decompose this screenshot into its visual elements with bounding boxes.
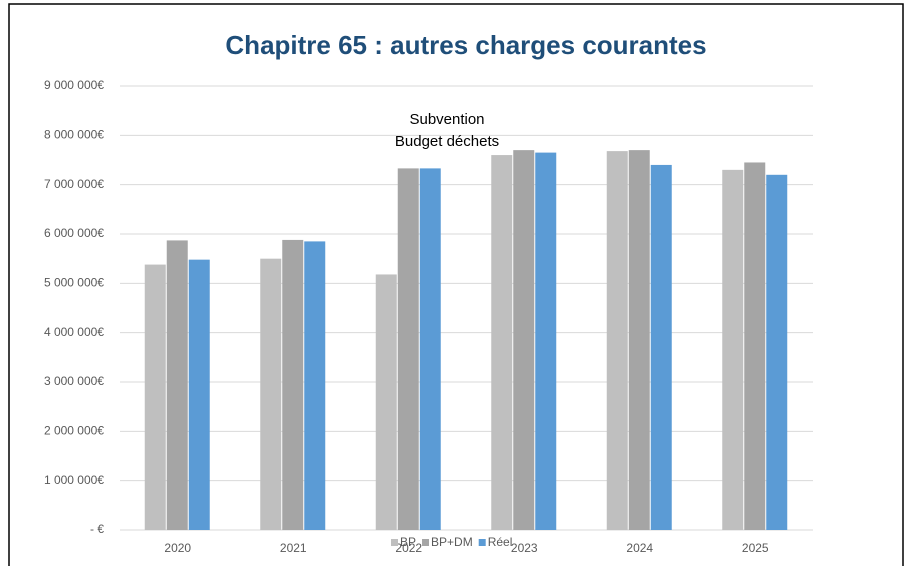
- x-tick-label: 2020: [164, 541, 191, 555]
- x-tick-label: 2023: [511, 541, 538, 555]
- legend-swatch: [478, 539, 486, 546]
- bar: [260, 258, 282, 530]
- x-tick-label: 2022: [395, 541, 422, 555]
- y-tick-label: 3 000 000€: [44, 374, 104, 388]
- legend-swatch: [422, 539, 430, 546]
- bar: [419, 168, 441, 531]
- annotation: Budget déchets: [395, 133, 499, 150]
- legend-label: BP: [400, 535, 416, 549]
- x-tick-label: 2025: [742, 541, 769, 555]
- bar: [628, 150, 650, 530]
- bar: [513, 150, 535, 530]
- x-tick-label: 2021: [280, 541, 307, 555]
- bar: [144, 264, 166, 530]
- legend-label: Réel: [488, 535, 513, 549]
- bar: [535, 152, 557, 530]
- bar: [766, 174, 788, 531]
- bar: [722, 169, 744, 530]
- chart-title: Chapitre 65 : autres charges courantes: [225, 30, 706, 60]
- bar: [397, 168, 419, 531]
- bar: [282, 239, 304, 531]
- y-tick-label: 5 000 000€: [44, 276, 104, 290]
- bar: [304, 241, 326, 530]
- bar: [650, 164, 672, 530]
- bar: [166, 240, 188, 530]
- y-tick-label: 8 000 000€: [44, 128, 104, 142]
- legend-label: BP+DM: [431, 535, 473, 549]
- y-tick-label: - €: [90, 522, 104, 536]
- y-tick-label: 6 000 000€: [44, 226, 104, 240]
- bar: [744, 162, 766, 530]
- legend-swatch: [391, 539, 398, 546]
- y-tick-label: 2 000 000€: [44, 424, 104, 438]
- bar: [188, 259, 210, 530]
- x-tick-label: 2024: [626, 541, 653, 555]
- y-tick-label: 4 000 000€: [44, 325, 104, 339]
- y-tick-label: 9 000 000€: [44, 78, 104, 92]
- bar: [491, 155, 513, 531]
- bar: [606, 151, 628, 530]
- annotation: Subvention: [409, 111, 484, 128]
- bar: [375, 274, 397, 530]
- y-tick-label: 7 000 000€: [44, 177, 104, 191]
- y-tick-label: 1 000 000€: [44, 473, 104, 487]
